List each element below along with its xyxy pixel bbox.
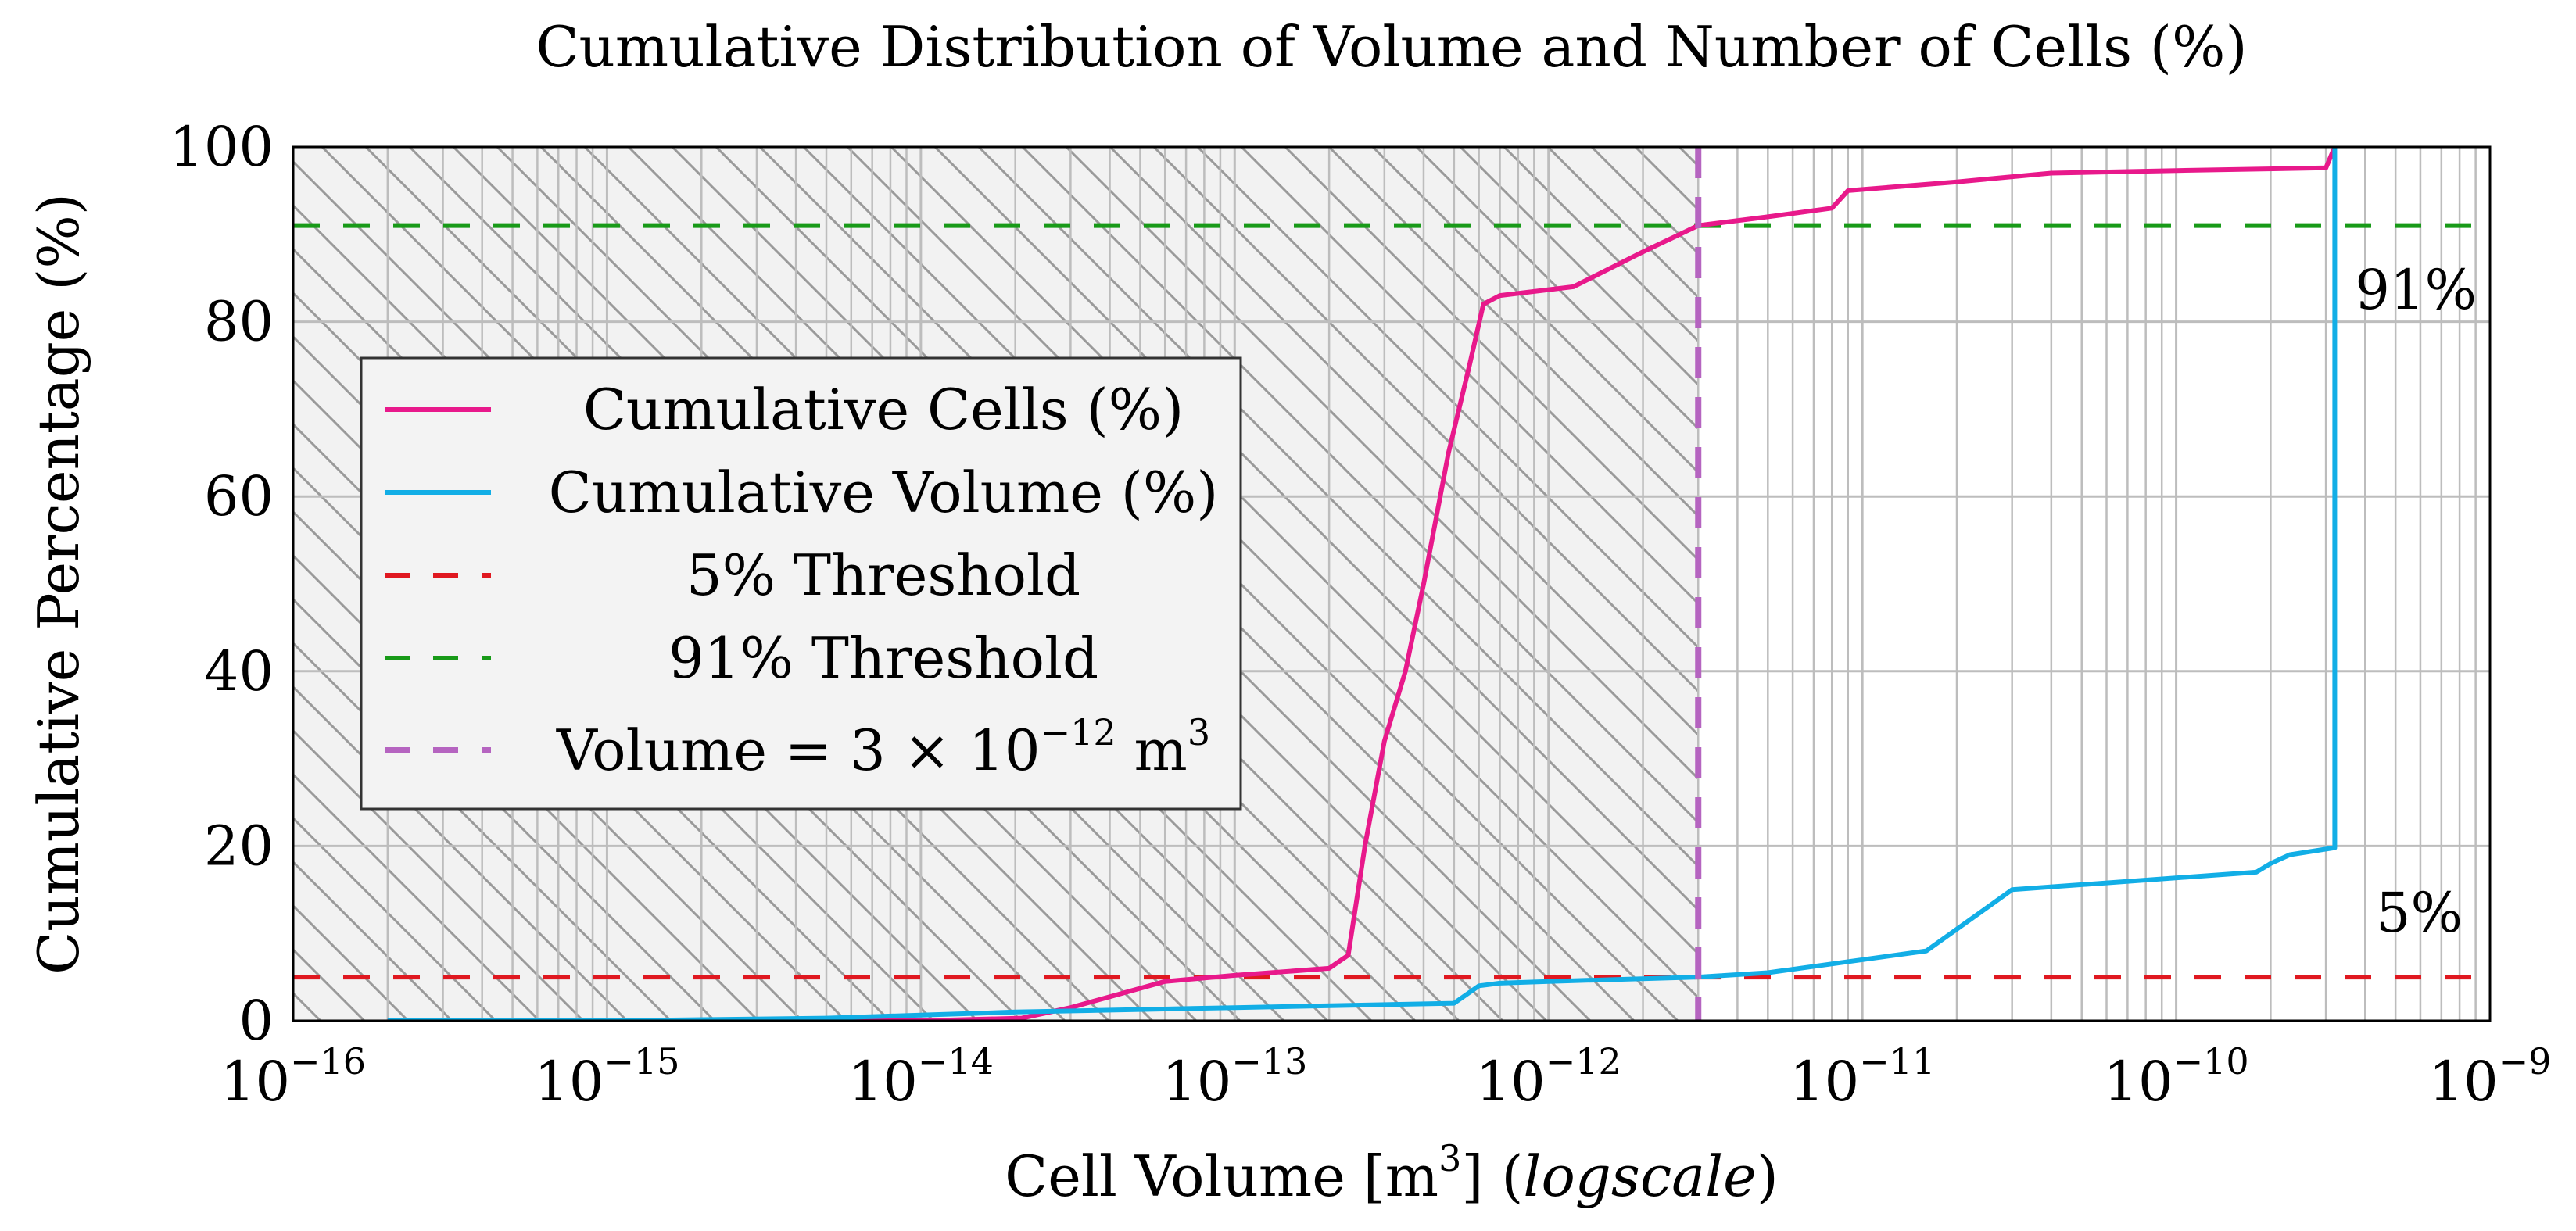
y-tick-labels: 0 20 40 60 80 100 [169,115,274,1053]
y-tick-label: 60 [204,464,274,528]
legend-label-91-threshold: 91% Threshold [668,625,1098,691]
x-tick-label: 10−16 [220,1040,366,1114]
x-axis-label: Cell Volume [m3] (logscale) [1005,1137,1779,1209]
legend-label-volume-vline: Volume = 3 × 10−12 m3 [556,711,1210,783]
legend-label-cells: Cumulative Cells (%) [583,377,1184,442]
plot-frame [292,145,2492,1022]
y-tick-label: 20 [204,814,274,878]
legend-label-volume: Cumulative Volume (%) [549,460,1219,525]
x-tick-label: 10−12 [1476,1040,1621,1114]
series-line-1 [387,147,2338,1021]
y-tick-label: 40 [204,639,274,703]
y-tick-label: 80 [204,290,274,354]
x-tick-label: 10−13 [1162,1040,1307,1114]
x-tick-labels: 10−16 10−15 10−14 10−13 10−12 10−11 10−10 10−9 [220,1040,2552,1114]
y-tick-label: 0 [238,989,274,1053]
y-axis-label: Cumulative Percentage (%) [26,193,91,975]
legend-label-5-threshold: 5% Threshold [686,542,1080,608]
threshold-lines [293,223,2490,980]
x-tick-label: 10−9 [2429,1040,2552,1114]
y-tick-label: 100 [169,115,274,179]
x-tick-label: 10−10 [2103,1040,2248,1114]
threshold-91-label: 91% [2355,258,2477,322]
chart-title: Cumulative Distribution of Volume and Nu… [536,14,2247,80]
threshold-5-label: 5% [2376,881,2463,945]
x-tick-label: 10−14 [848,1040,994,1114]
x-tick-label: 10−15 [534,1040,679,1114]
legend-box [360,356,1242,811]
series-lines [387,147,2338,1021]
x-tick-label: 10−11 [1790,1040,1935,1114]
legend: Cumulative Cells (%) Cumulative Volume (… [360,356,1242,811]
